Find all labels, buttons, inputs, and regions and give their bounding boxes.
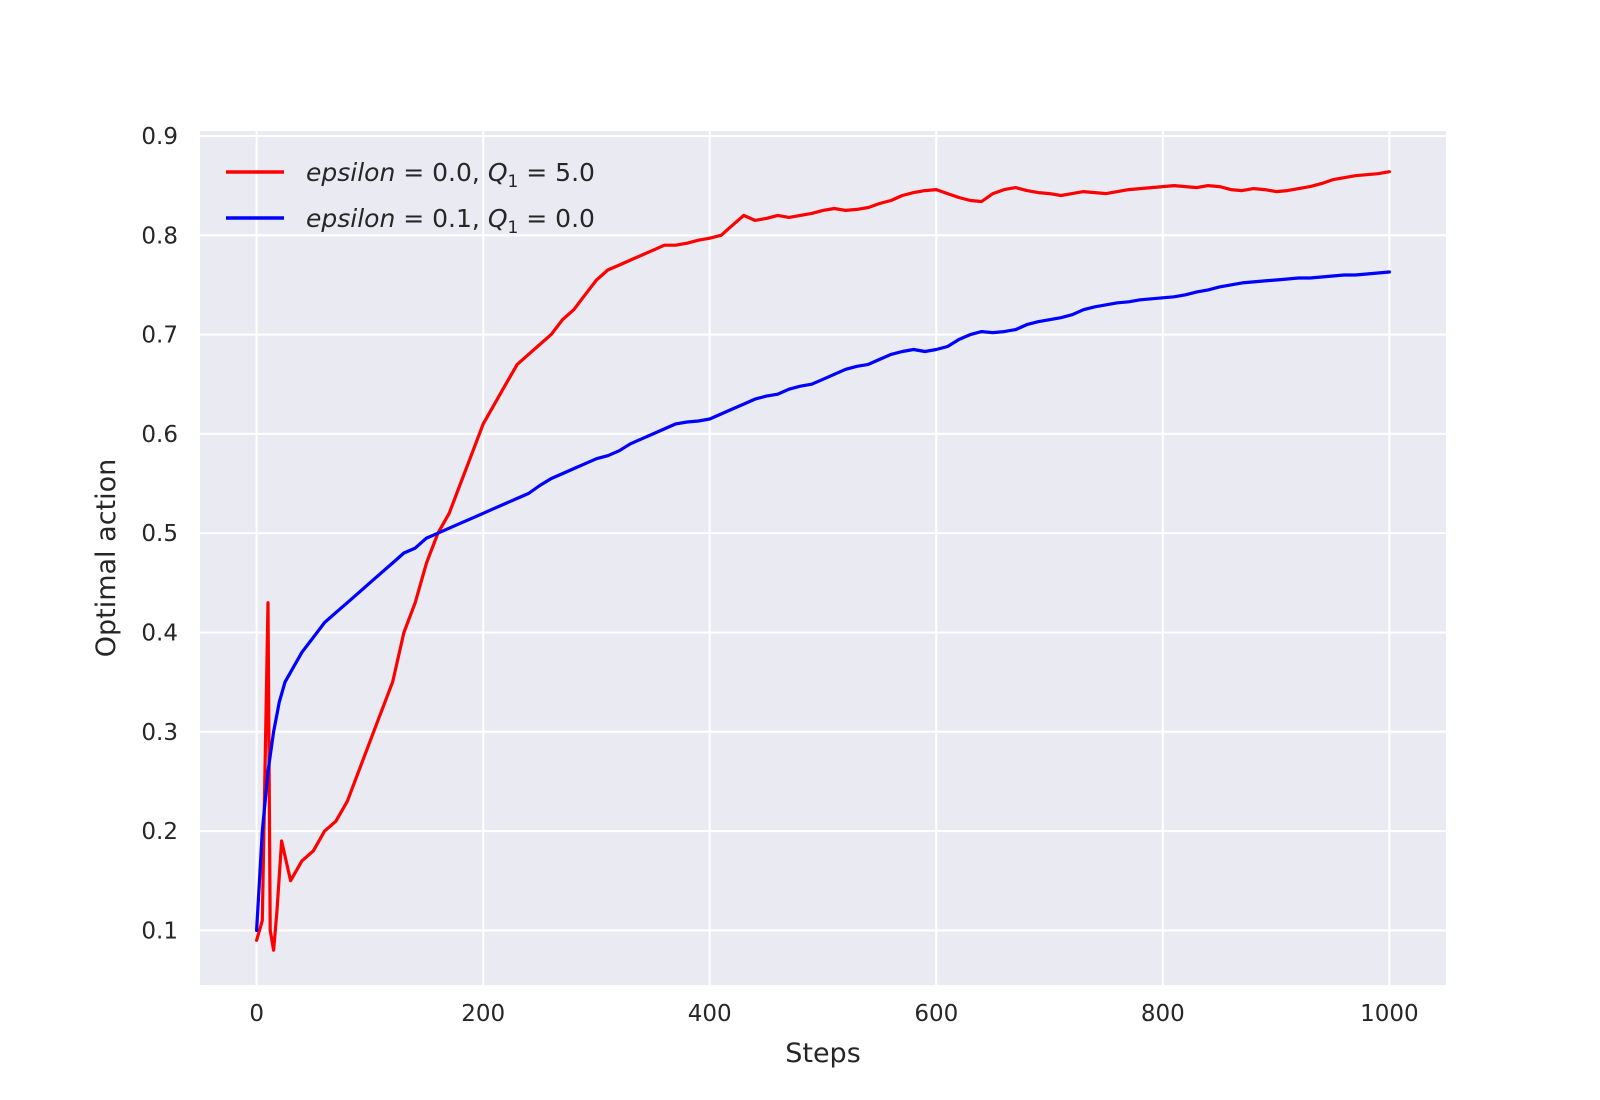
y-axis-ticks: 0.1 0.2 0.3 0.4 0.5 0.6 0.7 0.8 0.9 [141,124,178,944]
y-tick-label: 0.2 [141,819,178,845]
x-tick-label: 200 [461,1001,505,1027]
series-line-1 [255,170,1392,952]
y-tick-label: 0.1 [141,918,178,944]
plot-background [200,131,1446,985]
x-tick-label: 800 [1141,1001,1185,1027]
x-axis-label: Steps [785,1038,861,1069]
x-tick-label: 600 [914,1001,958,1027]
x-tick-label: 400 [688,1001,732,1027]
y-tick-label: 0.5 [141,521,178,547]
x-tick-label: 0 [249,1001,264,1027]
y-tick-label: 0.8 [141,223,178,249]
legend-label-1: epsilon = 0.0, Q1 = 5.0 [306,158,595,192]
y-tick-label: 0.9 [141,124,178,150]
legend-label-2: epsilon = 0.1, Q1 = 0.0 [306,204,595,238]
series-line-2 [255,270,1392,933]
x-axis-ticks: 0 200 400 600 800 1000 [249,1001,1418,1027]
x-tick-label: 1000 [1360,1001,1419,1027]
legend: epsilon = 0.0, Q1 = 5.0 epsilon = 0.1, Q1… [226,158,595,238]
y-tick-label: 0.3 [141,720,178,746]
series-lines [255,170,1392,952]
y-tick-label: 0.6 [141,422,178,448]
y-tick-label: 0.4 [141,620,178,646]
y-tick-label: 0.7 [141,323,178,349]
y-axis-label: Optimal action [91,459,122,658]
